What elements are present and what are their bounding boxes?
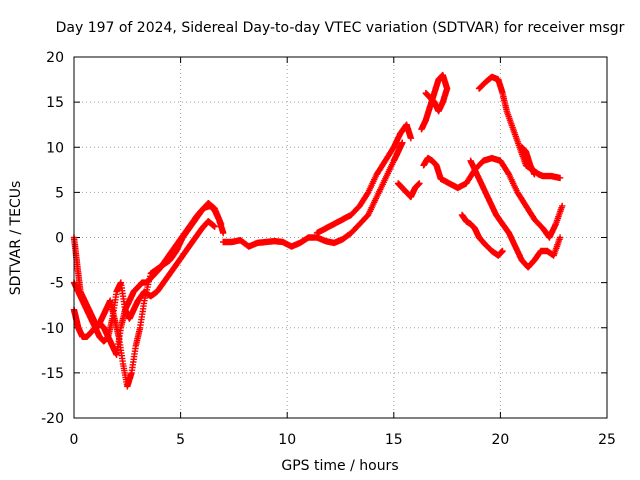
- data-point-markers: [418, 71, 451, 133]
- y-tick-label: -15: [41, 366, 64, 382]
- data-point-markers: [420, 154, 566, 241]
- x-tick-label: 10: [278, 432, 296, 448]
- data-series-4: [313, 121, 415, 237]
- plot-frame: [73, 56, 608, 419]
- chart-title: Day 197 of 2024, Sidereal Day-to-day VTE…: [56, 20, 625, 36]
- data-series-5: [394, 180, 423, 201]
- data-series-11: [518, 144, 538, 178]
- y-tick-label: 0: [55, 231, 64, 247]
- data-series-8: [458, 211, 506, 259]
- x-axis-label: GPS time / hours: [281, 458, 398, 474]
- axis-ticks: 0 5 10 15 20 25 20 15 10 5 0 -5 -10 -15 -20: [41, 50, 616, 448]
- y-tick-label: -10: [41, 321, 64, 337]
- data-series-7: [420, 154, 566, 241]
- data-point-markers: [313, 121, 415, 237]
- data-point-markers: [518, 144, 538, 178]
- x-tick-label: 0: [70, 432, 79, 448]
- y-tick-label: -5: [50, 276, 64, 292]
- data-series-3: [220, 139, 406, 250]
- y-tick-label: -20: [41, 411, 64, 427]
- data-point-markers: [467, 157, 564, 271]
- y-tick-label: 15: [46, 95, 64, 111]
- data-point-markers: [458, 211, 506, 259]
- data-series: [70, 71, 566, 390]
- y-tick-label: 20: [46, 50, 64, 66]
- y-tick-label: 5: [55, 185, 64, 201]
- x-tick-label: 15: [385, 432, 403, 448]
- y-tick-label: 10: [46, 140, 64, 156]
- x-tick-label: 25: [598, 432, 616, 448]
- data-series-10: [467, 157, 564, 271]
- x-tick-label: 5: [176, 432, 185, 448]
- data-series-6: [418, 71, 451, 133]
- x-tick-label: 20: [491, 432, 509, 448]
- data-point-markers: [220, 139, 406, 250]
- y-axis-label: SDTVAR / TECUs: [8, 181, 24, 296]
- data-point-markers: [394, 180, 423, 201]
